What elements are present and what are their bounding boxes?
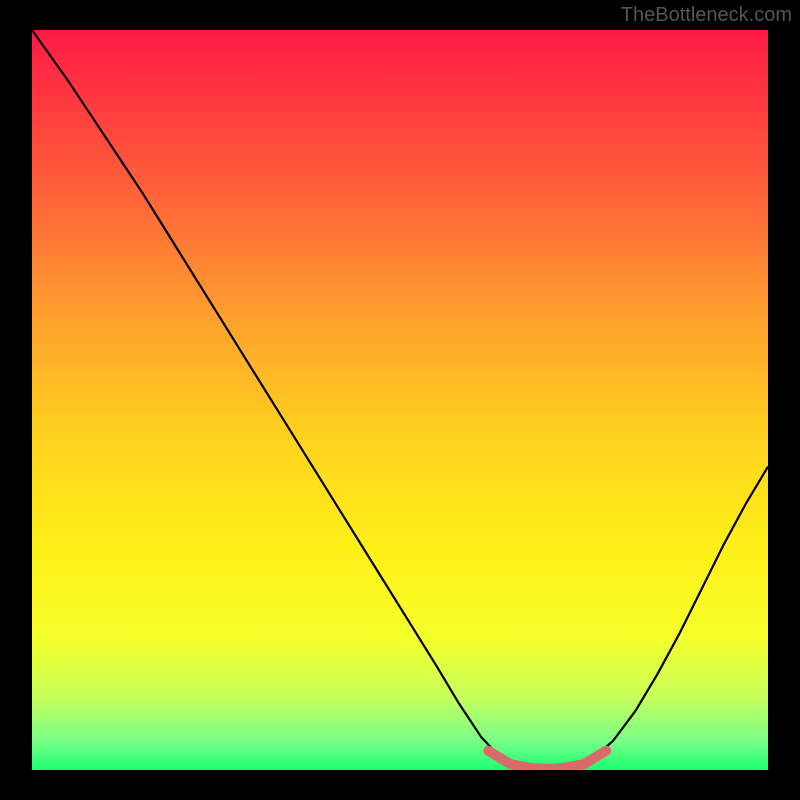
optimal-range-highlight [32,30,768,770]
plot-area [32,30,768,770]
bottleneck-chart: TheBottleneck.com [0,0,800,800]
attribution-label: TheBottleneck.com [621,4,792,27]
